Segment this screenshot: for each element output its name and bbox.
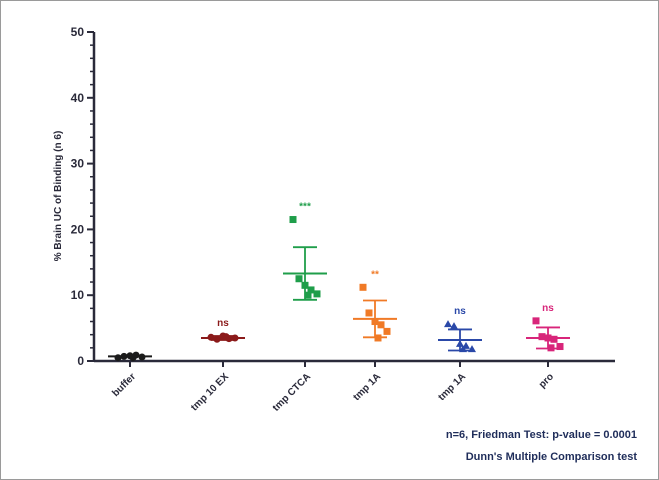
- x-tick-label: tmp 1A: [351, 371, 383, 403]
- data-point: [444, 320, 452, 328]
- data-point: [114, 354, 122, 362]
- significance-label: ***: [299, 202, 311, 213]
- data-point: [129, 354, 137, 362]
- y-tick-label: 10: [71, 288, 85, 302]
- y-tick-label: 20: [71, 222, 85, 236]
- data-point: [304, 291, 312, 299]
- y-tick-label: 0: [77, 354, 84, 368]
- x-tick-label: buffer: [110, 371, 138, 399]
- statistics-footnote: n=6, Friedman Test: p-value = 0.0001: [445, 429, 637, 441]
- data-point: [295, 275, 303, 283]
- x-tick-label: pro: [537, 371, 556, 390]
- x-ticks: buffer tmp 10 EX tmp CTCA tmp 1A tmp 1A pro: [110, 361, 556, 414]
- significance-label: ns: [542, 303, 554, 314]
- significance-label: ns: [454, 306, 466, 317]
- posthoc-footnote: Dunn's Multiple Comparison test: [465, 451, 637, 463]
- y-axis-label: % Brain UC of Binding (n 6): [53, 131, 64, 262]
- x-tick-label: tmp 1A: [436, 371, 468, 403]
- y-tick-label: 50: [71, 25, 85, 39]
- data-point: [313, 290, 321, 298]
- x-tick-label: tmp CTCA: [271, 371, 313, 413]
- data-point: [538, 333, 546, 341]
- data-point: [450, 322, 458, 330]
- data-point: [289, 216, 297, 224]
- data-point: [359, 283, 367, 291]
- data-point: [377, 321, 385, 329]
- data-point: [365, 309, 373, 317]
- significance-label: **: [371, 269, 379, 280]
- data-point: [556, 343, 564, 351]
- data-groups: ns*****ns ns: [108, 202, 570, 362]
- data-point: [307, 286, 315, 294]
- data-point: [532, 317, 540, 325]
- x-tick-label: tmp 10 EX: [189, 371, 231, 413]
- y-tick-label: 40: [71, 91, 85, 105]
- y-ticks: 0 10 20 30 40 50: [71, 25, 94, 368]
- data-point: [383, 327, 391, 335]
- significance-label: ns: [217, 318, 229, 329]
- data-point: [550, 335, 558, 343]
- y-tick-label: 30: [71, 157, 85, 171]
